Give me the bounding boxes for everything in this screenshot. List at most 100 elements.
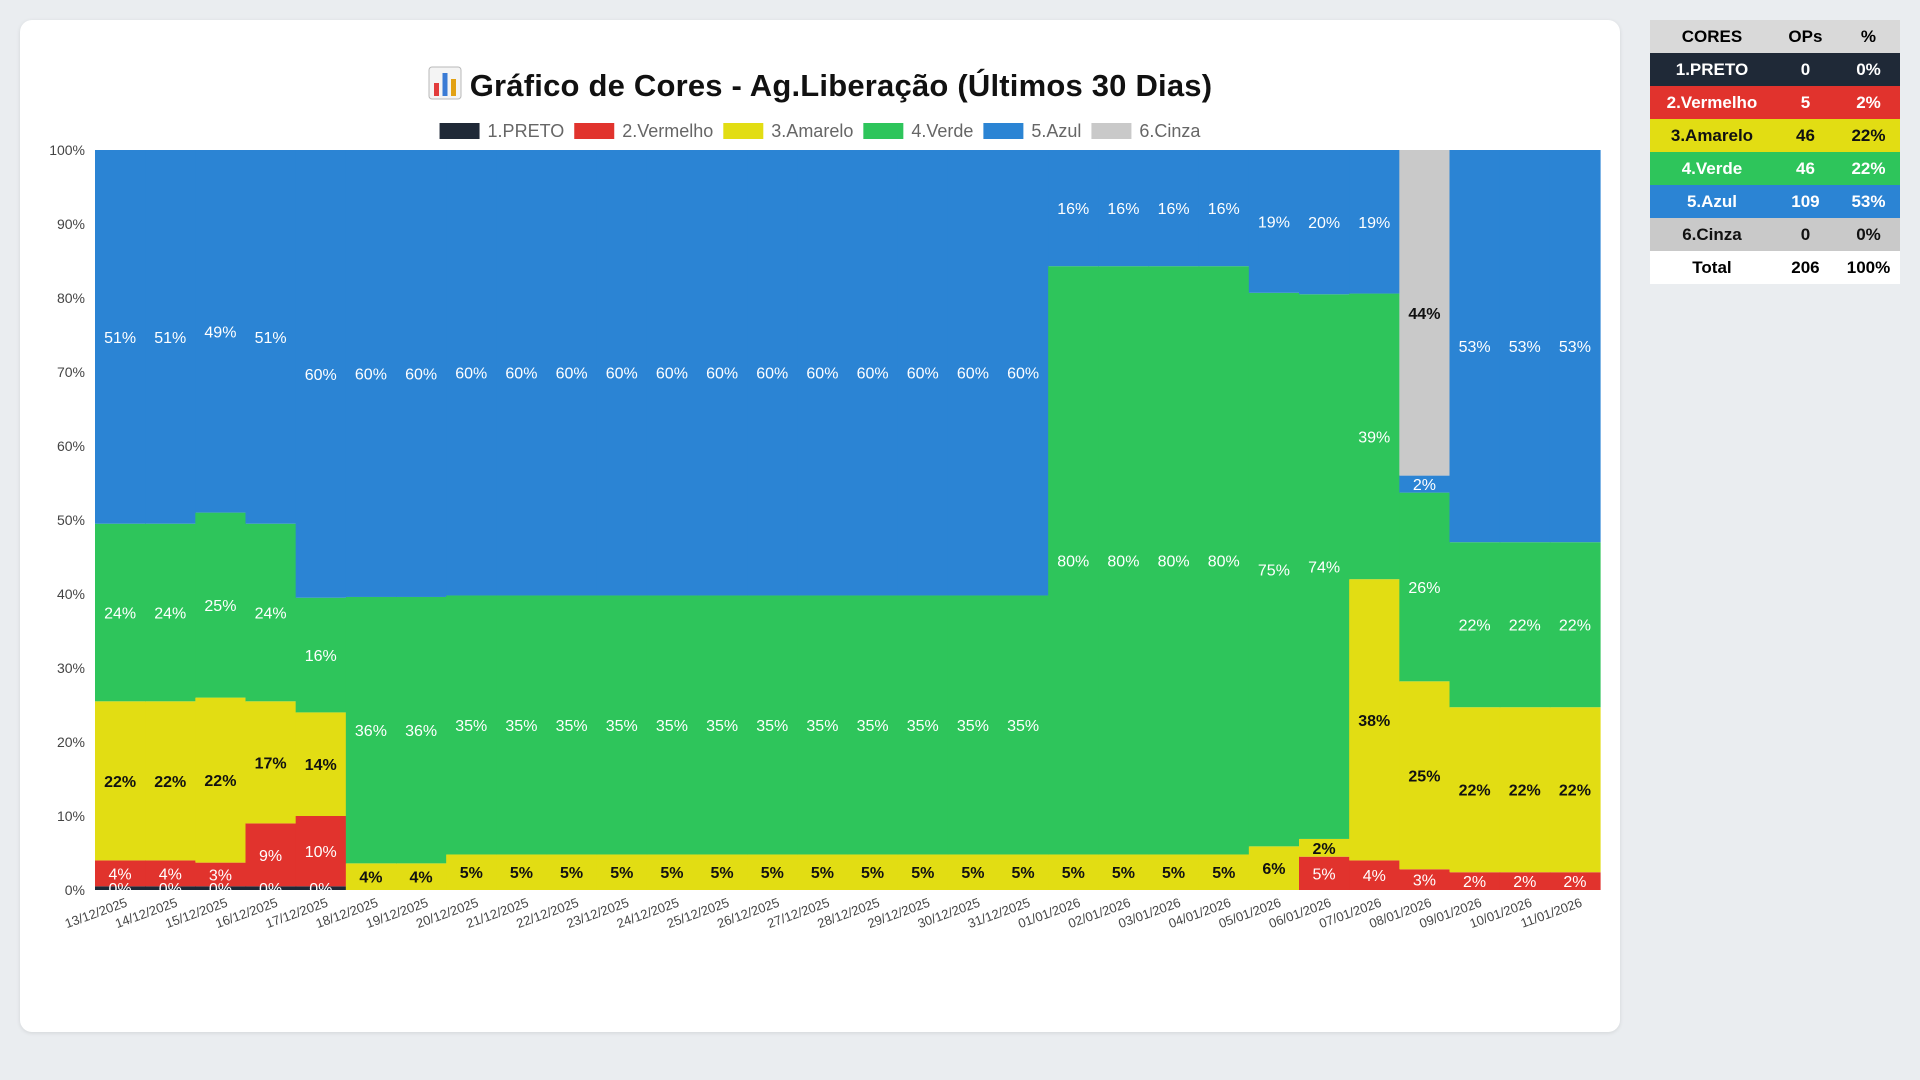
row-name: 5.Azul	[1686, 191, 1737, 211]
y-tick-label: 10%	[57, 808, 85, 824]
data-label: 22%	[154, 774, 186, 791]
bar-segment	[195, 697, 247, 863]
bar-segment	[1098, 150, 1150, 267]
data-label: 60%	[907, 366, 939, 383]
bar-segment	[245, 523, 297, 702]
row-pct: 22%	[1851, 158, 1886, 178]
row-name: Total	[1692, 257, 1732, 277]
data-label: 4%	[109, 866, 132, 883]
data-label: 60%	[706, 366, 738, 383]
bar-segment	[998, 854, 1049, 890]
bar-segment	[1248, 150, 1300, 293]
bar-segment	[1148, 854, 1200, 890]
bar-segment	[1248, 292, 1300, 847]
bar-segment	[1198, 150, 1250, 267]
data-label: 35%	[656, 718, 688, 735]
chart-title-text: Gráfico de Cores - Ag.Liberação (Últimos…	[469, 68, 1213, 103]
legend-swatch	[983, 123, 1024, 139]
data-label: 51%	[154, 330, 186, 347]
stacked-bar-chart: 0%10%20%30%40%50%60%70%80%90%100%0%4%22%…	[49, 121, 1601, 931]
data-label: 60%	[957, 366, 989, 383]
bar-segment	[446, 595, 497, 855]
bar-segment	[295, 150, 347, 598]
data-label: 51%	[255, 330, 287, 347]
data-label: 22%	[1459, 618, 1491, 635]
bar-segment	[998, 595, 1049, 855]
row-pct: 2%	[1856, 92, 1881, 112]
summary-header-row: CORES OPs %	[1650, 20, 1900, 53]
row-ops: 0	[1800, 224, 1811, 244]
data-label: 80%	[1208, 553, 1240, 570]
row-ops: 0	[1800, 59, 1811, 79]
y-tick-label: 40%	[57, 586, 85, 602]
row-name: 4.Verde	[1681, 158, 1743, 178]
bar-segment	[1349, 860, 1400, 890]
data-label: 19%	[1358, 215, 1390, 232]
data-label: 60%	[305, 367, 337, 384]
y-tick-label: 50%	[57, 512, 85, 528]
bar-segment	[446, 150, 497, 596]
bar-segment	[947, 150, 999, 596]
bar-segment	[145, 860, 196, 887]
bar-segment	[145, 523, 196, 702]
bar-segment	[496, 595, 548, 855]
bar-segment	[245, 823, 297, 887]
data-label: 16%	[1057, 201, 1089, 218]
data-label: 22%	[204, 773, 236, 790]
data-label: 2%	[1463, 874, 1486, 891]
bar-segment	[396, 596, 447, 864]
data-label: 5%	[861, 865, 884, 882]
bar-segment	[646, 854, 698, 890]
bar-segment	[1499, 150, 1551, 543]
y-tick-label: 90%	[57, 216, 85, 232]
bar-segment	[1499, 872, 1551, 890]
data-label: 19%	[1258, 214, 1290, 231]
bar-segment	[1499, 542, 1551, 708]
bar-segment	[195, 886, 247, 890]
data-label: 2%	[1513, 874, 1536, 891]
bar-segment	[145, 701, 196, 861]
bar-segment	[1198, 854, 1250, 890]
data-label: 80%	[1057, 553, 1089, 570]
summary-row: 1.PRETO 0 0%	[1650, 53, 1900, 86]
header-cores: CORES	[1650, 20, 1774, 53]
data-label: 16%	[305, 648, 337, 665]
row-ops: 109	[1791, 191, 1820, 211]
data-label: 5%	[911, 865, 934, 882]
data-label: 24%	[255, 606, 287, 623]
data-label: 39%	[1358, 429, 1390, 446]
bar-segment	[897, 595, 949, 855]
bar-segment	[396, 150, 447, 597]
data-label: 22%	[1559, 783, 1591, 800]
bar-segment	[345, 596, 397, 864]
bar-segment	[797, 150, 849, 596]
data-label: 5%	[510, 865, 533, 882]
data-label: 38%	[1358, 713, 1390, 730]
bar-segment	[1399, 150, 1451, 476]
data-label: 0%	[159, 881, 182, 898]
data-label: 4%	[159, 866, 182, 883]
y-tick-label: 20%	[57, 734, 85, 750]
legend-label: 2.Vermelho	[622, 121, 713, 141]
header-ops: OPs	[1773, 20, 1837, 53]
bar-segment	[697, 854, 748, 890]
data-label: 16%	[1158, 201, 1190, 218]
bar-segment	[1299, 150, 1350, 295]
bar-segment	[345, 863, 397, 890]
data-label: 35%	[606, 718, 638, 735]
bar-segment	[1048, 266, 1099, 855]
bar-segment	[295, 816, 347, 887]
data-label: 25%	[204, 598, 236, 615]
y-tick-label: 70%	[57, 364, 85, 380]
bar-segment	[1198, 266, 1250, 855]
data-label: 25%	[1408, 768, 1440, 785]
data-label: 60%	[857, 366, 889, 383]
bar-segment	[1449, 542, 1501, 708]
data-label: 5%	[961, 865, 984, 882]
data-label: 5%	[761, 865, 784, 882]
legend-swatch	[439, 123, 480, 139]
bar-segment	[195, 862, 247, 887]
bar-segment	[1048, 150, 1099, 267]
data-label: 5%	[1212, 865, 1235, 882]
data-label: 5%	[610, 865, 633, 882]
